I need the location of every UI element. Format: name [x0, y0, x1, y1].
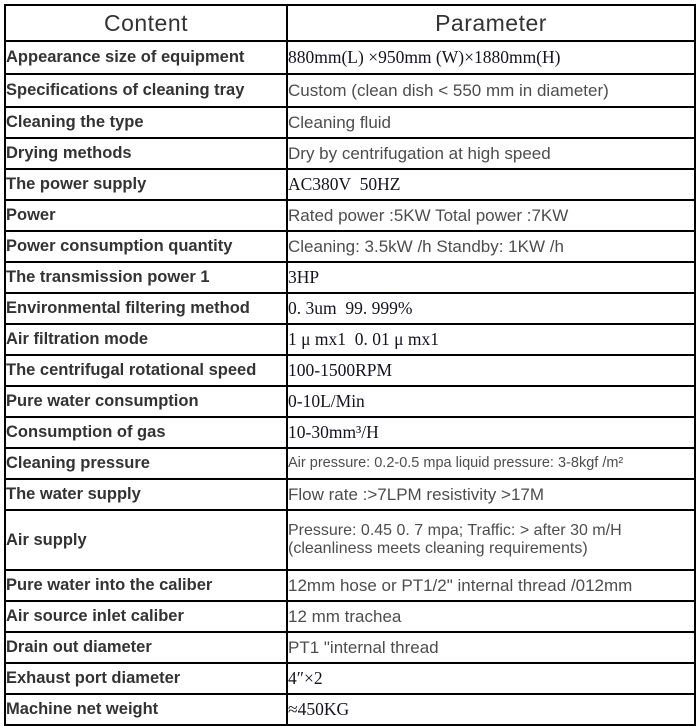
spec-row-label: Cleaning pressure — [4, 447, 288, 480]
spec-row-value: Pressure: 0.45 0. 7 mpa; Traffic: > afte… — [286, 509, 696, 571]
equipment-spec-table: Content Parameter Appearance size of equ… — [4, 4, 696, 726]
spec-row: Pure water consumption 0-10L/Min — [4, 385, 696, 418]
spec-row-value: Cleaning: 3.5kW /h Standby: 1KW /h — [286, 230, 696, 263]
spec-row: Exhaust port diameter 4″×2 — [4, 662, 696, 695]
spec-row: Air supply Pressure: 0.45 0. 7 mpa; Traff… — [4, 509, 696, 571]
spec-row-value: 12mm hose or PT1/2" internal thread /012… — [286, 569, 696, 602]
spec-row-value: 880mm(L) ×950mm (W)×1880mm(H) — [286, 40, 696, 75]
spec-row-value: 4″×2 — [286, 662, 696, 695]
spec-row-label: Machine net weight — [4, 693, 288, 726]
spec-row: Machine net weight ≈450KG — [4, 693, 696, 726]
spec-row-value: Rated power :5KW Total power :7KW — [286, 199, 696, 232]
spec-row-label: Air filtration mode — [4, 323, 288, 356]
spec-row-label: Drain out diameter — [4, 631, 288, 664]
spec-row: Pure water into the caliber 12mm hose or … — [4, 569, 696, 602]
spec-row-label: The power supply — [4, 168, 288, 201]
spec-row: Cleaning pressure Air pressure: 0.2-0.5 m… — [4, 447, 696, 480]
spec-row: Cleaning the type Cleaning fluid — [4, 106, 696, 139]
spec-row: Power consumption quantity Cleaning: 3.5k… — [4, 230, 696, 263]
spec-row-label: The water supply — [4, 478, 288, 511]
spec-row-value: 1 μ mx1 0. 01 μ mx1 — [286, 323, 696, 356]
spec-row-label: Appearance size of equipment — [4, 40, 288, 75]
spec-row-value: Dry by centrifugation at high speed — [286, 137, 696, 170]
spec-row-value: 0-10L/Min — [286, 385, 696, 418]
spec-row: Drying methods Dry by centrifugation at h… — [4, 137, 696, 170]
spec-row-label: Specifications of cleaning tray — [4, 73, 288, 108]
spec-row-label: Power — [4, 199, 288, 232]
spec-row-value: Cleaning fluid — [286, 106, 696, 139]
spec-row-value: 10-30mm³/H — [286, 416, 696, 449]
spec-row: Power Rated power :5KW Total power :7KW — [4, 199, 696, 232]
spec-row-label: Air source inlet caliber — [4, 600, 288, 633]
spec-row-value: Custom (clean dish < 550 mm in diameter) — [286, 73, 696, 108]
spec-row-label: Pure water consumption — [4, 385, 288, 418]
spec-row: Air filtration mode 1 μ mx1 0. 01 μ mx1 — [4, 323, 696, 356]
spec-row: Environmental filtering method 0. 3um 99.… — [4, 292, 696, 325]
spec-row: The centrifugal rotational speed 100-1500… — [4, 354, 696, 387]
spec-row: Air source inlet caliber 12 mm trachea — [4, 600, 696, 633]
spec-row-label: Consumption of gas — [4, 416, 288, 449]
spec-row-label: Air supply — [4, 509, 288, 571]
spec-row-value: PT1 "internal thread — [286, 631, 696, 664]
spec-row: Appearance size of equipment 880mm(L) ×95… — [4, 40, 696, 75]
spec-row-label: Cleaning the type — [4, 106, 288, 139]
spec-row-value: 12 mm trachea — [286, 600, 696, 633]
spec-row-value: 3HP — [286, 261, 696, 294]
parameter-column-header: Parameter — [286, 4, 696, 42]
spec-row-label: Environmental filtering method — [4, 292, 288, 325]
spec-row-value: AC380V 50HZ — [286, 168, 696, 201]
spec-row-label: Power consumption quantity — [4, 230, 288, 263]
spec-row-label: Exhaust port diameter — [4, 662, 288, 695]
spec-row-label: Drying methods — [4, 137, 288, 170]
table-body: Appearance size of equipment 880mm(L) ×95… — [4, 40, 696, 726]
spec-row: Consumption of gas 10-30mm³/H — [4, 416, 696, 449]
spec-row-label: The centrifugal rotational speed — [4, 354, 288, 387]
spec-row-value: ≈450KG — [286, 693, 696, 726]
spec-row: Drain out diameter PT1 "internal thread — [4, 631, 696, 664]
spec-row-value: Air pressure: 0.2-0.5 mpa liquid pressur… — [286, 447, 696, 480]
spec-row: Specifications of cleaning tray Custom (c… — [4, 73, 696, 108]
content-column-header: Content — [4, 4, 288, 42]
spec-row-label: The transmission power 1 — [4, 261, 288, 294]
spec-row: The power supply AC380V 50HZ — [4, 168, 696, 201]
spec-row-value: 0. 3um 99. 999% — [286, 292, 696, 325]
spec-row: The transmission power 1 3HP — [4, 261, 696, 294]
spec-row-label: Pure water into the caliber — [4, 569, 288, 602]
spec-row: The water supply Flow rate :>7LPM resisti… — [4, 478, 696, 511]
spec-row-value: 100-1500RPM — [286, 354, 696, 387]
table-header-row: Content Parameter — [4, 4, 696, 42]
spec-row-value: Flow rate :>7LPM resistivity >17M — [286, 478, 696, 511]
